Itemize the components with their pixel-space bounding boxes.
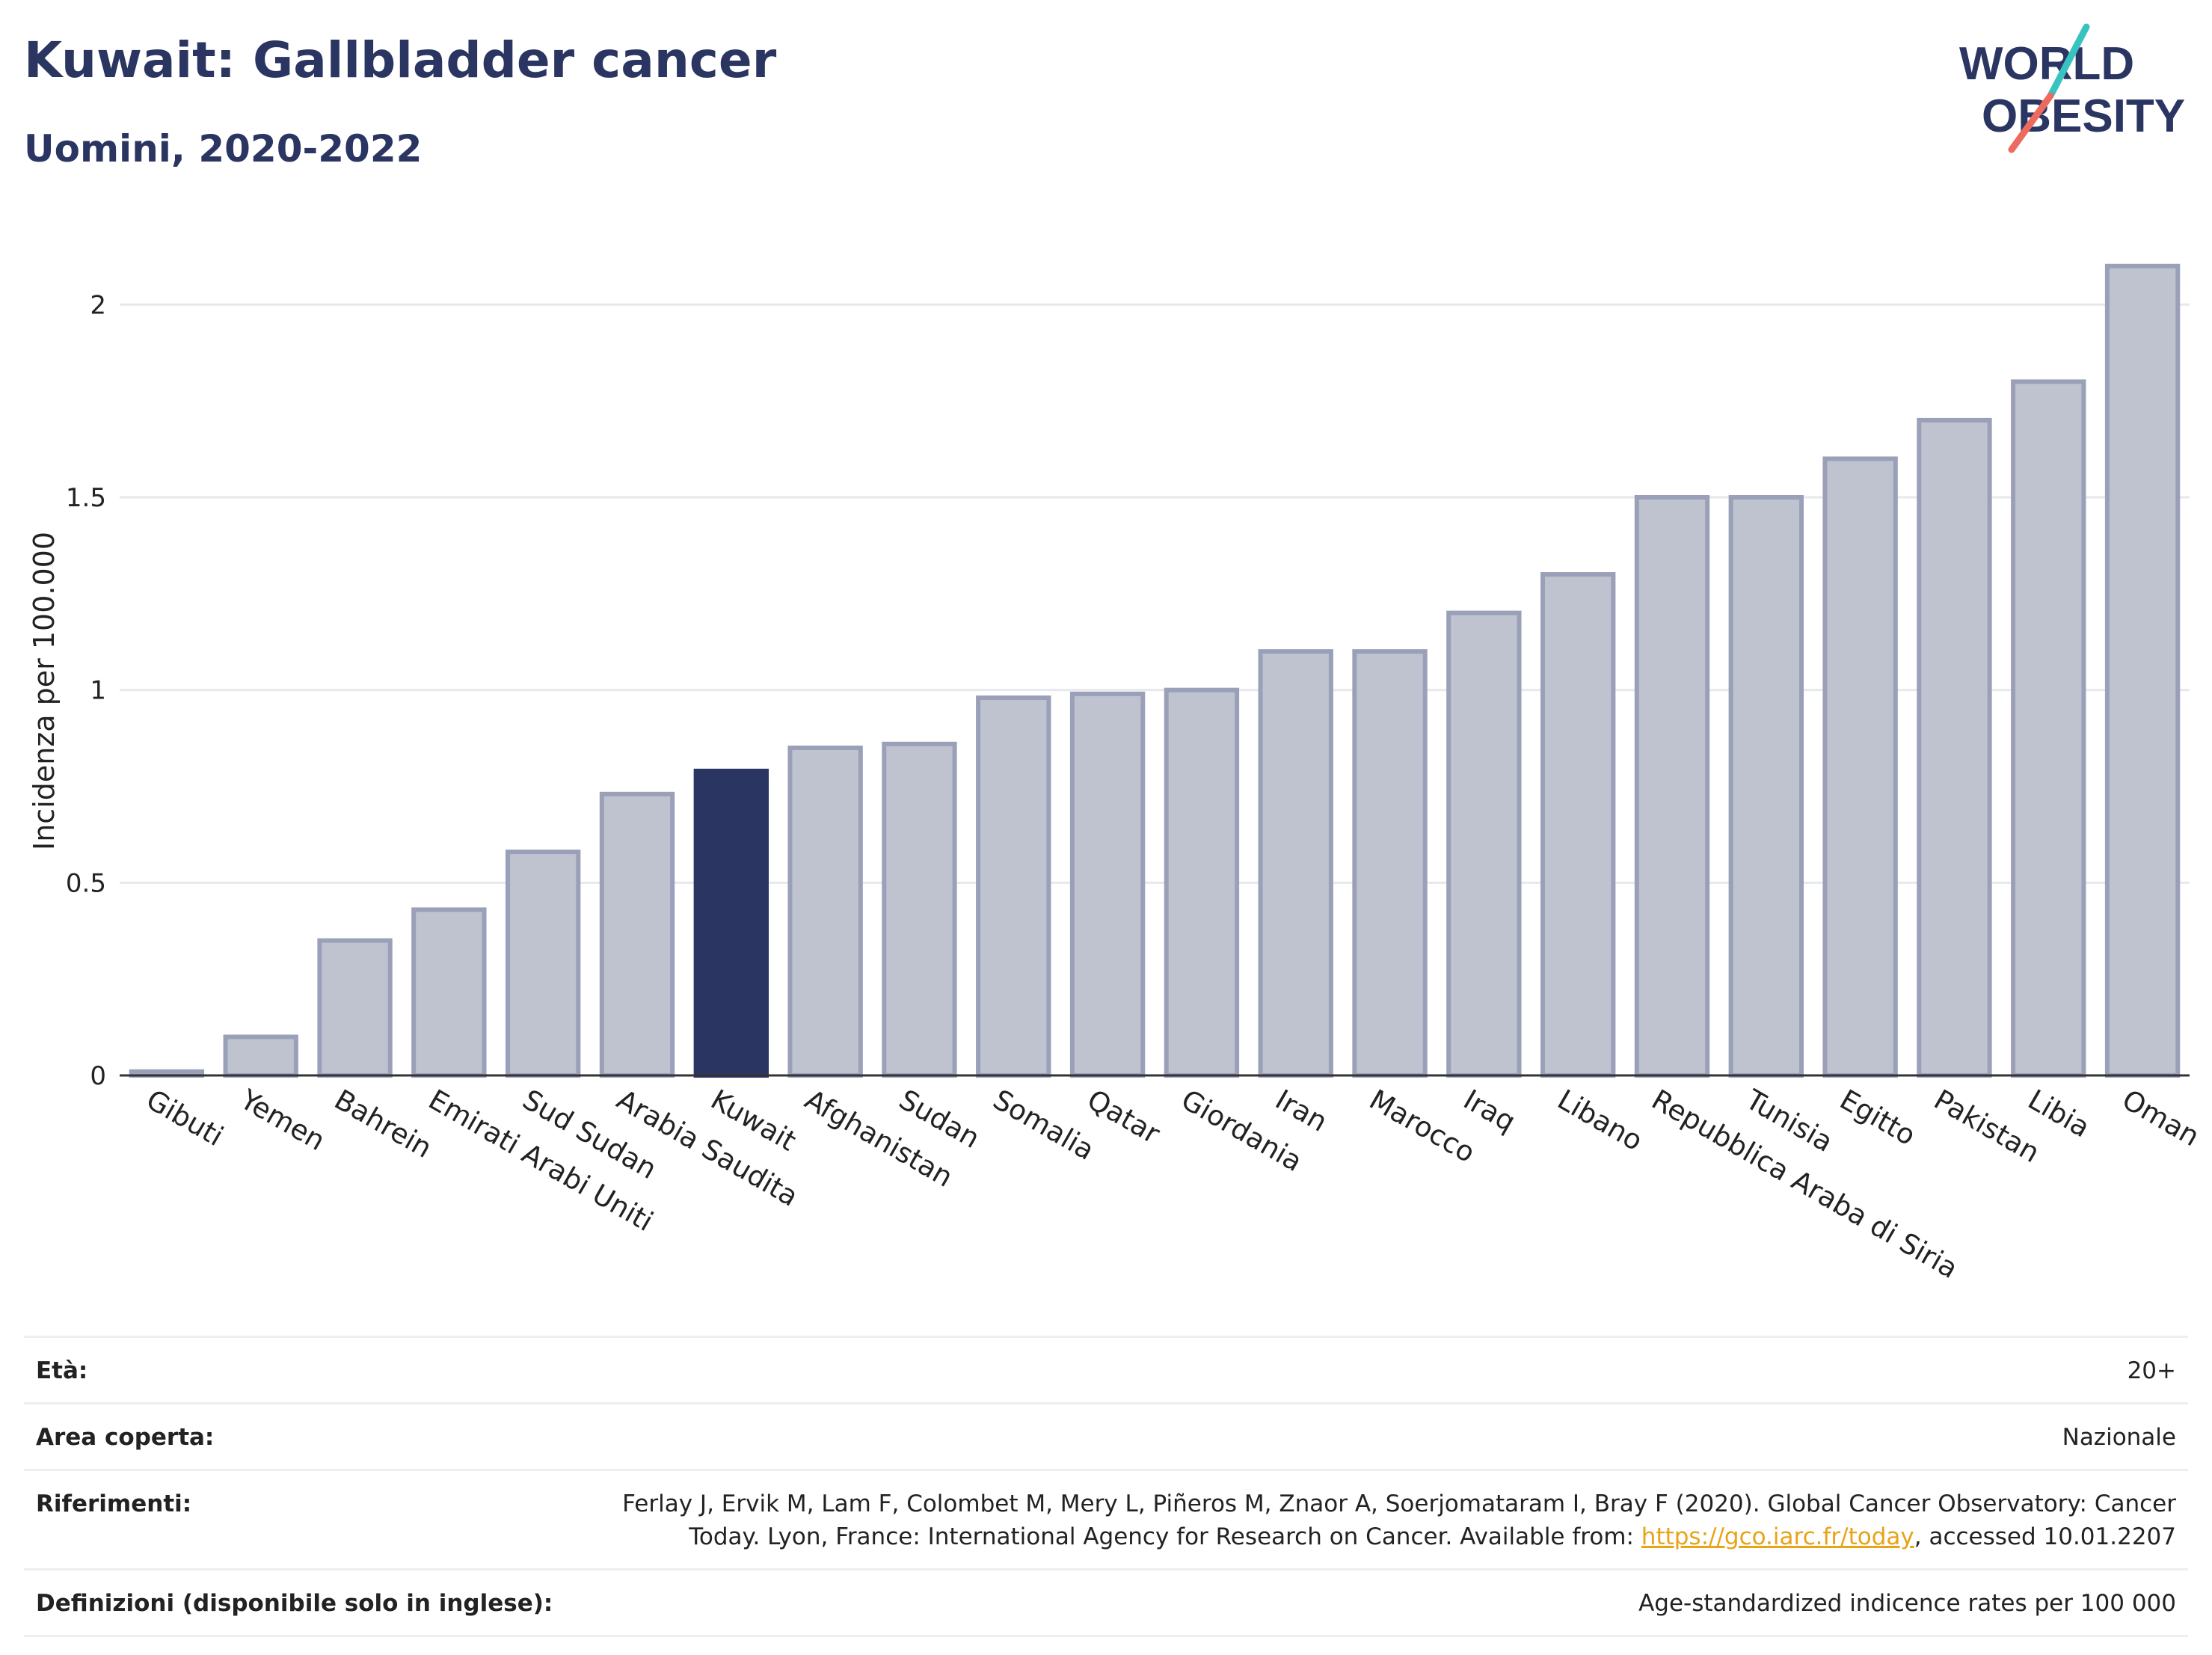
y-tick-label: 2 (90, 290, 106, 320)
bar-pakistan[interactable] (1917, 417, 1992, 1078)
logo-text-world: WORLD (1959, 38, 2134, 90)
bar-oman[interactable] (2104, 263, 2181, 1078)
definitions-label: Definizioni (disponibile solo in inglese… (36, 1590, 553, 1617)
info-row-area: Area coperta: Nazionale (24, 1402, 2188, 1469)
age-label: Età: (36, 1357, 88, 1384)
x-tick-label: Bahrein (329, 1084, 437, 1164)
bar-marocco[interactable] (1352, 649, 1428, 1078)
bar-sud-sudan[interactable] (506, 850, 581, 1078)
x-tick-label: Pakistan (1929, 1084, 2045, 1170)
bar-repubblica-araba-di-siria[interactable] (1634, 494, 1710, 1078)
bar-qatar[interactable] (1069, 691, 1146, 1078)
bar-bahrein[interactable] (317, 938, 393, 1078)
area-value: Nazionale (2062, 1424, 2176, 1451)
bar-yemen[interactable] (223, 1034, 298, 1078)
info-row-age: Età: 20+ (24, 1336, 2188, 1402)
references-link[interactable]: https://gco.iarc.fr/today (1641, 1523, 1914, 1550)
bar-somalia[interactable] (976, 695, 1051, 1078)
y-axis-title: Incidenza per 100.000 (28, 532, 61, 850)
chart-title: Kuwait: Gallbladder cancer (24, 31, 777, 89)
x-tick-label: Oman (2117, 1084, 2205, 1153)
x-tick-label: Egitto (1834, 1084, 1921, 1152)
info-table: Età: 20+ Area coperta: Nazionale Riferim… (24, 1336, 2188, 1637)
x-tick-label: Gibuti (141, 1084, 228, 1153)
bar-kuwait[interactable] (693, 768, 769, 1078)
logo-slash-coral (2008, 92, 2054, 153)
info-row-definitions: Definizioni (disponibile solo in inglese… (24, 1568, 2188, 1637)
y-tick-label: 1.5 (66, 483, 106, 513)
bar-tunisia[interactable] (1728, 494, 1804, 1078)
references-value: Ferlay J, Ervik M, Lam F, Colombet M, Me… (606, 1487, 2176, 1553)
x-tick-label: Marocco (1364, 1084, 1481, 1170)
y-tick-label: 0 (90, 1061, 106, 1091)
y-tick-label: 1 (90, 676, 106, 706)
bar-egitto[interactable] (1822, 456, 1898, 1078)
bar-libano[interactable] (1540, 572, 1616, 1078)
x-tick-label: Libano (1552, 1084, 1648, 1158)
bar-afghanistan[interactable] (787, 745, 863, 1078)
age-value: 20+ (2127, 1357, 2176, 1384)
bar-iran[interactable] (1258, 649, 1333, 1078)
references-accessed: , accessed 10.01.2207 (1914, 1523, 2176, 1550)
bar-sudan[interactable] (882, 741, 957, 1078)
area-label: Area coperta: (36, 1424, 215, 1451)
info-row-references: Riferimenti: Ferlay J, Ervik M, Lam F, C… (24, 1469, 2188, 1568)
bar-arabia-saudita[interactable] (599, 791, 675, 1078)
references-label: Riferimenti: (36, 1490, 192, 1517)
chart-subtitle: Uomini, 2020-2022 (24, 127, 423, 171)
bar-iraq[interactable] (1446, 610, 1522, 1078)
x-tick-label: Iran (1270, 1084, 1333, 1138)
bar-emirati-arabi-uniti[interactable] (411, 907, 487, 1078)
bar-giordania[interactable] (1164, 687, 1240, 1078)
x-tick-label: Yemen (234, 1083, 331, 1157)
logo-slash-teal (2047, 23, 2090, 99)
references-text: Ferlay J, Ervik M, Lam F, Colombet M, Me… (622, 1490, 2176, 1550)
y-tick-label: 0.5 (66, 868, 106, 898)
x-tick-label: Iraq (1458, 1084, 1521, 1138)
bar-chart: 0 0.5 1 1.5 2 Incidenza per 100.000 Gibuti Yeme… (28, 263, 2205, 1285)
world-obesity-logo[interactable]: WORLD OBESITY (1944, 21, 2199, 163)
definitions-value: Age-standardized indicence rates per 100… (1638, 1590, 2176, 1617)
x-tick-label: Somalia (988, 1084, 1100, 1167)
logo-text-obesity: OBESITY (1982, 90, 2185, 142)
bar-libia[interactable] (2011, 379, 2086, 1078)
